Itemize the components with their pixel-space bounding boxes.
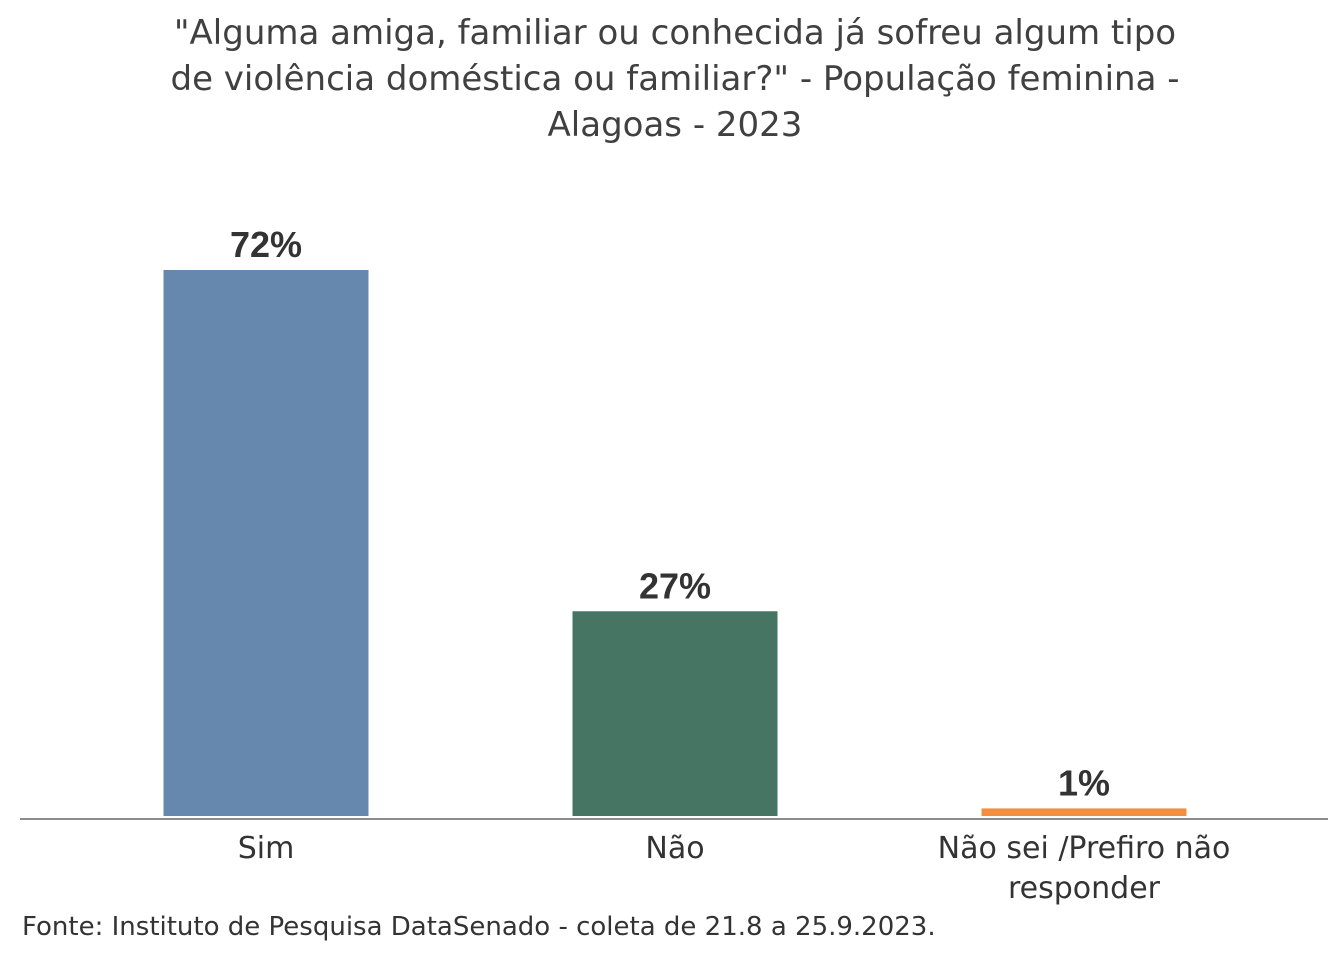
category-label-0-line-0: Sim: [238, 831, 295, 866]
chart-title-line-3: Alagoas - 2023: [547, 105, 803, 145]
labels-group: 72% Sim 27% Não 1% Não sei /Prefiro não respon…: [230, 224, 1230, 906]
bar-1: [572, 611, 778, 816]
data-label-0: 72%: [230, 224, 302, 265]
chart-title-line-1: "Alguma amiga, familiar ou conhecida já …: [173, 13, 1177, 53]
category-label-2: Não sei /Prefiro não responder: [938, 831, 1231, 906]
chart-title: "Alguma amiga, familiar ou conhecida já …: [110, 10, 1240, 148]
category-label-2-line-1: responder: [1008, 871, 1161, 906]
bar-2: [981, 808, 1187, 816]
chart-title-line-2: de violência doméstica ou familiar?" - P…: [170, 59, 1180, 99]
bars-group: [163, 270, 1187, 816]
data-label-2: 1%: [1058, 762, 1110, 803]
category-label-0: Sim: [238, 831, 295, 866]
bar-0: [163, 270, 369, 816]
category-label-1: Não: [645, 831, 704, 866]
category-label-2-line-0: Não sei /Prefiro não: [938, 831, 1231, 866]
category-label-1-line-0: Não: [645, 831, 704, 866]
source-note: Fonte: Instituto de Pesquisa DataSenado …: [22, 912, 936, 942]
data-label-1: 27%: [639, 565, 711, 606]
